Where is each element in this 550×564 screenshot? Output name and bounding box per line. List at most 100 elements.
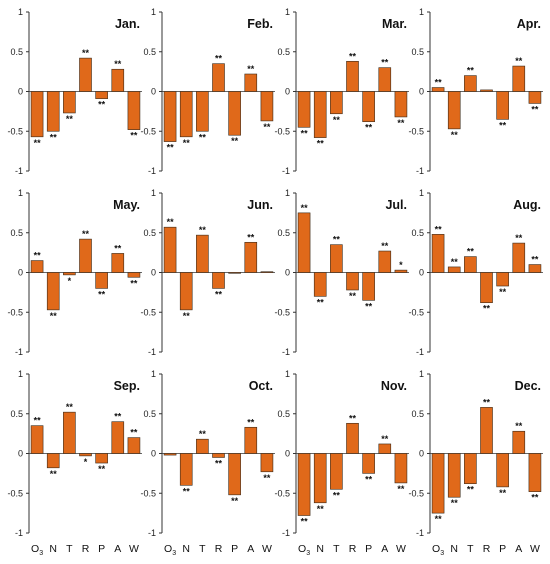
- significance-marker: **: [98, 100, 106, 110]
- bar-r: [79, 453, 92, 457]
- significance-marker: **: [114, 243, 122, 253]
- bar-o3: [163, 453, 177, 456]
- bar-o3: [297, 453, 311, 516]
- x-category-label: W: [129, 543, 139, 555]
- significance-marker: **: [199, 429, 207, 439]
- y-tick-label: 0.5: [277, 409, 290, 419]
- x-category-label: R: [483, 543, 491, 555]
- panel-title: Jan.: [115, 17, 140, 31]
- y-tick-label: -1: [282, 166, 290, 176]
- significance-marker: **: [34, 416, 42, 426]
- panel-title: Jul.: [385, 198, 407, 212]
- bar-o3: [163, 226, 177, 273]
- bar-r: [212, 272, 225, 289]
- significance-marker: **: [531, 493, 539, 503]
- significance-marker: **: [247, 417, 255, 427]
- bar-n: [46, 272, 60, 311]
- x-category-label: A: [247, 543, 254, 555]
- y-tick-label: -1: [15, 528, 23, 538]
- significance-marker: **: [183, 486, 191, 496]
- y-tick-label: 1: [419, 7, 424, 17]
- bar-o3: [163, 91, 177, 142]
- y-tick-label: -1: [416, 347, 424, 357]
- bar-w: [260, 453, 274, 473]
- significance-marker: **: [467, 485, 475, 495]
- chart-panel-jan: 1 0.5 0 -0.5 -1 Jan. ** ** ** ** ** ** **: [7, 7, 142, 176]
- significance-marker: **: [317, 297, 325, 307]
- significance-marker: **: [199, 225, 207, 235]
- bar-n: [313, 453, 327, 504]
- bar-p: [228, 453, 241, 496]
- significance-marker: **: [50, 311, 58, 321]
- significance-marker: **: [349, 291, 357, 301]
- bar-o3: [297, 212, 311, 273]
- y-tick-label: 0.5: [10, 228, 23, 238]
- significance-marker: **: [451, 257, 459, 267]
- y-tick-label: 0.5: [10, 409, 23, 419]
- y-tick-label: -0.5: [7, 307, 23, 317]
- significance-marker: *: [84, 457, 88, 467]
- panel-title: May.: [113, 198, 140, 212]
- bar-a: [244, 241, 258, 273]
- significance-marker: **: [34, 138, 42, 148]
- significance-marker: **: [130, 131, 138, 141]
- significance-marker: **: [50, 132, 58, 142]
- bar-p: [95, 453, 108, 464]
- y-tick-label: 0: [419, 268, 424, 278]
- bar-r: [346, 60, 359, 92]
- significance-marker: **: [333, 235, 341, 245]
- x-category-label: R: [82, 543, 90, 555]
- bar-o3: [30, 91, 44, 138]
- x-category-label: A: [515, 543, 522, 555]
- significance-marker: **: [215, 458, 223, 468]
- chart-panel-jun: 1 0.5 0 -0.5 -1 Jun. ** ** ** ** **: [140, 188, 275, 357]
- bar-a: [512, 242, 526, 273]
- panel-title: Aug.: [513, 198, 541, 212]
- significance-marker: **: [167, 217, 175, 227]
- y-tick-label: 0.5: [411, 47, 424, 57]
- significance-marker: **: [531, 104, 539, 114]
- x-category-label: T: [333, 543, 340, 555]
- x-category-label: T: [66, 543, 73, 555]
- bar-w: [127, 91, 141, 130]
- bar-r: [480, 407, 493, 454]
- significance-marker: **: [365, 123, 373, 133]
- x-category-label: N: [182, 543, 190, 555]
- bar-n: [447, 266, 461, 273]
- chart-panel-feb: 1 0.5 0 -0.5 -1 Feb. ** ** ** ** ** ** **: [140, 7, 275, 176]
- y-tick-label: 0: [419, 449, 424, 459]
- significance-marker: **: [247, 64, 255, 74]
- y-tick-label: 0: [151, 87, 156, 97]
- bar-p: [496, 272, 509, 287]
- significance-marker: **: [381, 434, 389, 444]
- bar-w: [394, 269, 408, 273]
- bar-n: [447, 91, 461, 130]
- bar-p: [496, 91, 509, 120]
- y-tick-label: 0: [419, 87, 424, 97]
- y-tick-label: -1: [148, 528, 156, 538]
- panel-title: Nov.: [381, 379, 407, 393]
- bar-t: [63, 411, 76, 454]
- panel-title: Sep.: [114, 379, 140, 393]
- bar-a: [244, 426, 258, 454]
- x-category-label: P: [231, 543, 238, 555]
- bar-w: [394, 91, 408, 118]
- chart-panel-nov: 1 0.5 0 -0.5 -1 Nov. ** ** ** ** ** ** ** O3 N T R P A W: [274, 369, 409, 557]
- bar-n: [46, 91, 60, 132]
- x-category-label: W: [262, 543, 272, 555]
- significance-marker: **: [130, 278, 138, 288]
- significance-marker: **: [301, 517, 309, 527]
- significance-marker: **: [66, 114, 74, 124]
- bar-p: [95, 272, 108, 289]
- chart-panel-aug: 1 0.5 0 -0.5 -1 Aug. ** ** ** ** ** ** **: [408, 188, 543, 357]
- y-tick-label: 0: [18, 268, 23, 278]
- bar-w: [260, 271, 274, 273]
- significance-marker: *: [68, 276, 72, 286]
- significance-marker: **: [82, 48, 90, 58]
- bar-r: [480, 272, 493, 304]
- significance-marker: *: [399, 260, 403, 270]
- bar-a: [378, 67, 392, 92]
- bar-t: [196, 234, 209, 273]
